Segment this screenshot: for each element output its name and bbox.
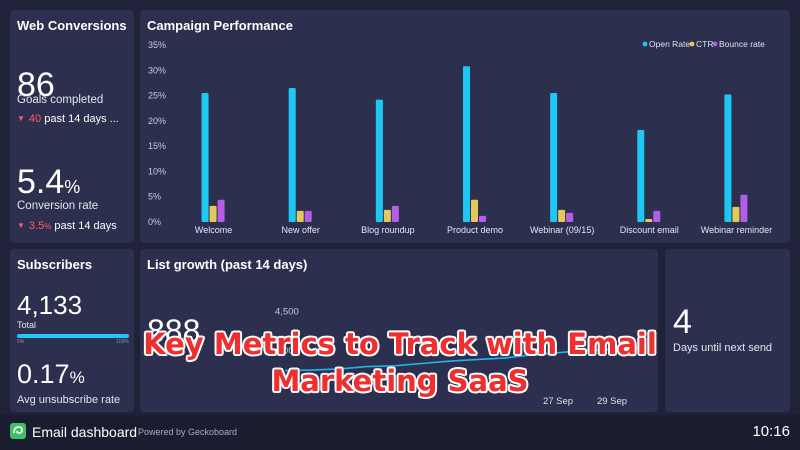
progress-min-label: 0% — [17, 339, 25, 345]
subscribers-progress-track — [17, 334, 129, 338]
geckoboard-logo-icon — [10, 423, 26, 439]
y-tick-label: 35% — [148, 40, 166, 50]
campaign-performance-title: Campaign Performance — [147, 18, 293, 33]
subscribers-total-label: Total — [17, 320, 37, 330]
x-category-label: Webinar (09/15) — [530, 225, 594, 235]
legend-label: Bounce rate — [719, 39, 765, 49]
legend-label: CTR — [696, 39, 713, 49]
days-until-send-label: Days until next send — [673, 342, 773, 354]
bar-bounce-rate — [653, 210, 661, 222]
legend-swatch — [712, 41, 718, 47]
list-growth-value: 888 — [147, 313, 201, 349]
down-triangle-icon: ▼ — [17, 114, 25, 123]
y-tick-label: 4,000 — [275, 345, 299, 356]
goals-delta-suffix: past 14 days ... — [44, 113, 119, 125]
y-tick-label: 4,500 — [275, 307, 299, 318]
powered-by-text: Powered by Geckoboard — [138, 427, 238, 437]
x-category-label: Webinar reminder — [701, 225, 772, 235]
clock-time: 10:16 — [752, 423, 790, 440]
rate-delta-suffix: past 14 days — [54, 220, 117, 232]
bar-bounce-rate — [304, 210, 312, 222]
bar-ctr — [383, 209, 391, 222]
conversion-rate-value: 5.4% — [17, 165, 80, 199]
bar-open-rate — [201, 93, 209, 223]
days-until-send-widget: 4 Days until next send — [665, 249, 790, 412]
legend-swatch — [642, 41, 648, 47]
subscribers-title: Subscribers — [17, 257, 93, 272]
y-tick-label: 0% — [148, 217, 161, 227]
y-tick-label: 20% — [148, 116, 166, 126]
bar-ctr — [732, 206, 740, 222]
bar-open-rate — [550, 93, 558, 223]
list-growth-title: List growth (past 14 days) — [147, 257, 308, 272]
x-tick-label: 29 Sep — [597, 396, 627, 407]
bar-bounce-rate — [217, 199, 225, 222]
bar-ctr — [558, 209, 566, 222]
web-conversions-widget: Web Conversions 86 Goals completed ▼ 40 p… — [10, 10, 134, 243]
conversion-rate-number: 5.4 — [17, 163, 65, 201]
footer-bar: Email dashboard Powered by Geckoboard 10… — [0, 415, 800, 450]
rate-delta-number: 3.5 — [28, 220, 45, 232]
goals-completed-label: Goals completed — [17, 94, 104, 106]
list-growth-widget: List growth (past 14 days) 888 4,500 4,00… — [140, 249, 658, 412]
bar-open-rate — [463, 66, 470, 222]
bar-bounce-rate — [566, 212, 574, 222]
rate-delta-value: 3.5% — [29, 220, 51, 232]
unsubscribe-rate-unit: % — [69, 368, 85, 387]
progress-max-label: 100% — [116, 339, 129, 345]
subscribers-total-value: 4,133 — [17, 290, 83, 320]
web-conversions-title: Web Conversions — [17, 18, 127, 33]
bar-ctr — [645, 218, 653, 222]
down-triangle-icon: ▼ — [17, 221, 25, 230]
x-category-label: Welcome — [195, 225, 232, 235]
goals-delta-value: 40 — [28, 113, 42, 125]
x-category-label: Product demo — [447, 225, 503, 235]
bar-ctr — [209, 205, 217, 222]
growth-line — [284, 346, 641, 372]
bar-ctr — [296, 210, 304, 222]
campaign-performance-widget: Campaign Performance 35% 30% 25% 20% 15% 10% 5… — [140, 10, 790, 243]
y-tick-label: 5% — [148, 192, 161, 202]
subscribers-progress-fill — [17, 334, 129, 338]
y-tick-label: 25% — [148, 91, 166, 101]
days-until-send-value: 4 — [673, 303, 692, 341]
rate-delta: ▼ 3.5% past 14 days — [17, 220, 117, 232]
y-tick-label: 30% — [148, 65, 166, 75]
bar-open-rate — [288, 87, 296, 222]
conversion-rate-label: Conversion rate — [17, 200, 99, 212]
dashboard-title: Email dashboard — [32, 424, 138, 440]
goals-delta: ▼ 40 past 14 days ... — [17, 113, 119, 125]
unsubscribe-rate-value: 0.17% — [17, 361, 85, 388]
unsubscribe-rate-number: 0.17 — [17, 359, 70, 389]
campaign-performance-chart: 35% 30% 25% 20% 15% 10% 5% 0% Open Rate CTR Bounce… — [148, 39, 772, 235]
y-tick-label: 15% — [148, 141, 166, 151]
bar-bounce-rate — [479, 215, 486, 222]
x-category-label: New offer — [282, 225, 320, 235]
x-tick-label: 27 Sep — [543, 396, 573, 407]
bar-ctr — [471, 199, 478, 222]
conversion-rate-unit: % — [64, 177, 81, 197]
goals-completed-value: 86 — [17, 66, 55, 104]
bar-bounce-rate — [740, 194, 748, 222]
legend-label: Open Rate — [649, 39, 690, 49]
x-category-label: Discount email — [620, 225, 679, 235]
rate-delta-unit: % — [44, 222, 52, 231]
subscribers-widget: Subscribers 4,133 Total 0% 100% 0.17% Av… — [10, 249, 134, 412]
bar-open-rate — [637, 129, 645, 222]
y-tick-label: 10% — [148, 166, 166, 176]
legend-swatch — [689, 41, 695, 47]
bar-bounce-rate — [391, 205, 399, 222]
bar-open-rate — [375, 99, 383, 222]
x-category-label: Blog roundup — [361, 225, 415, 235]
unsubscribe-rate-label: Avg unsubscribe rate — [17, 394, 121, 406]
bar-open-rate — [724, 94, 732, 222]
list-growth-chart: 4,500 4,000 27 Sep 29 Sep — [275, 307, 641, 407]
